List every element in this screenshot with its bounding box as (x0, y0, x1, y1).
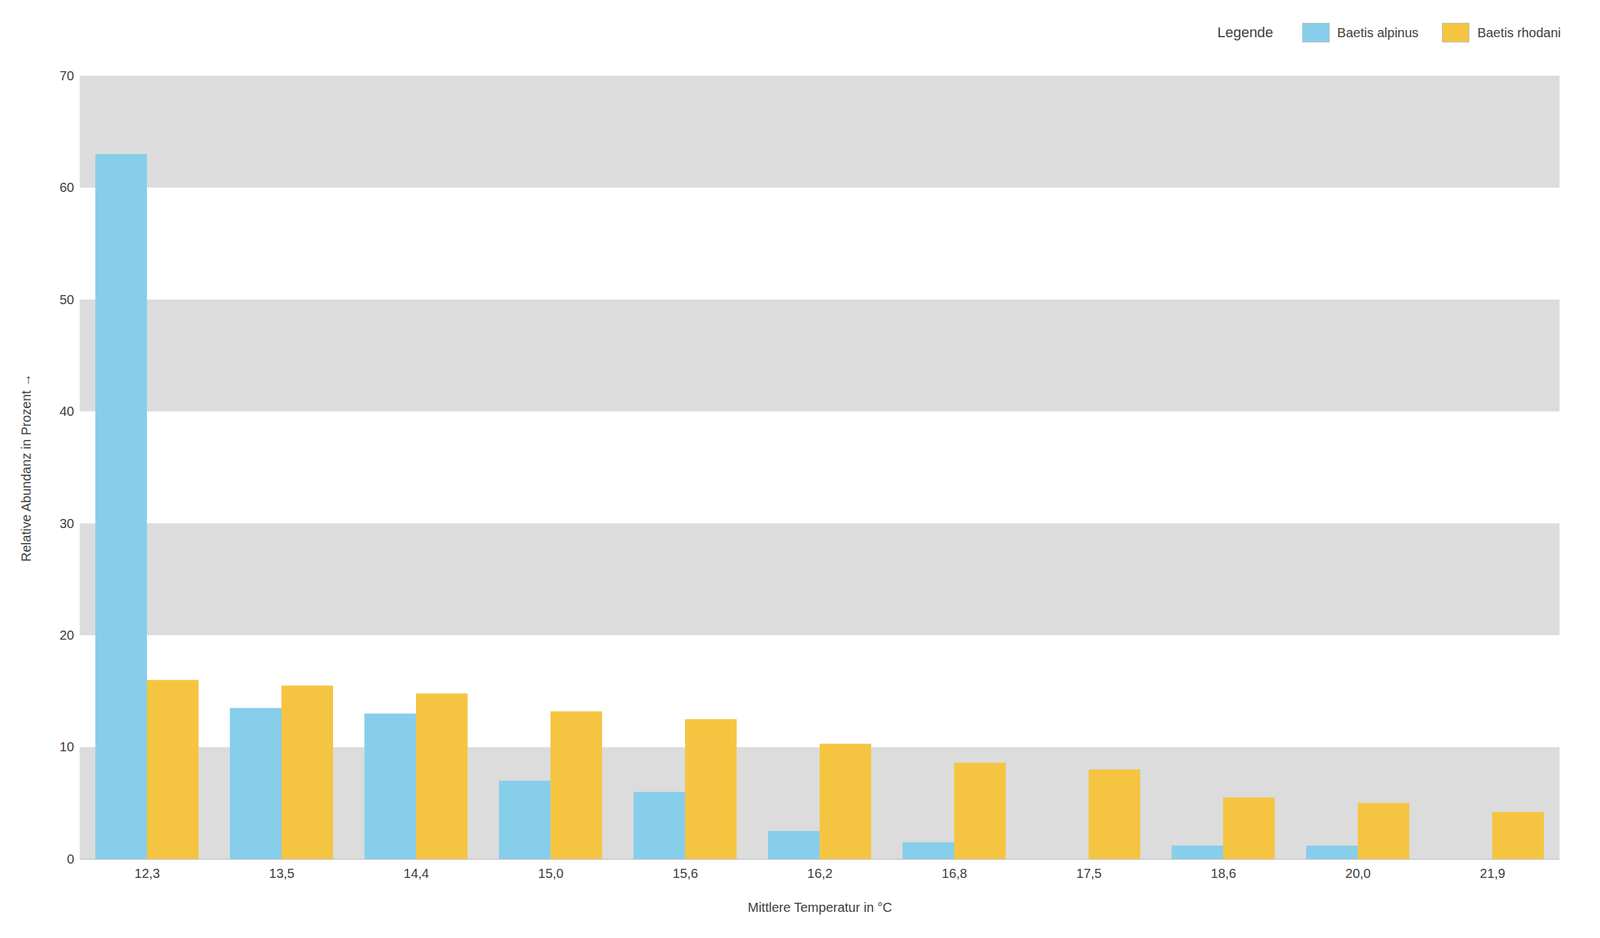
svg-text:Relative Abundanz in Prozent →: Relative Abundanz in Prozent → (18, 374, 34, 563)
html-text:Baetis rhodani: Baetis rhodani (1477, 25, 1561, 40)
svg-text:70: 70 (59, 68, 74, 83)
svg-text:13,5: 13,5 (269, 866, 295, 881)
svg-text:40: 40 (59, 404, 74, 419)
svg-text:14,4: 14,4 (403, 866, 430, 881)
html-text:Legende: Legende (1217, 24, 1274, 41)
svg-text:16,8: 16,8 (941, 866, 968, 881)
svg-text:16,2: 16,2 (807, 866, 833, 881)
svg-text:21,9: 21,9 (1479, 866, 1506, 881)
svg-text:60: 60 (59, 180, 74, 195)
svg-text:15,0: 15,0 (538, 866, 564, 881)
svg-text:15,6: 15,6 (672, 866, 699, 881)
svg-text:20: 20 (59, 628, 74, 643)
svg-text:50: 50 (59, 292, 74, 307)
svg-text:17,5: 17,5 (1076, 866, 1102, 881)
svg-text:10: 10 (59, 739, 74, 755)
svg-text:20,0: 20,0 (1345, 866, 1371, 881)
html-text:Baetis alpinus: Baetis alpinus (1337, 25, 1419, 40)
svg-text:12,3: 12,3 (134, 866, 160, 881)
svg-text:18,6: 18,6 (1210, 866, 1237, 881)
svg-text:Mittlere Temperatur in °C: Mittlere Temperatur in °C (747, 900, 893, 915)
svg-text:30: 30 (59, 516, 74, 531)
svg-text:0: 0 (66, 852, 74, 867)
